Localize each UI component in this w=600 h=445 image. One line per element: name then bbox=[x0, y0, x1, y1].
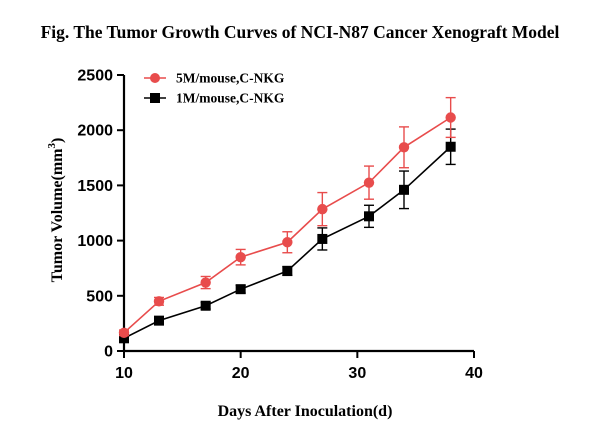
data-point bbox=[235, 284, 246, 295]
data-point bbox=[119, 333, 129, 344]
legend-label: 5M/mouse,C-NKG bbox=[176, 71, 285, 86]
y-tick-label: 2000 bbox=[77, 123, 113, 140]
data-point bbox=[398, 142, 410, 153]
data-point bbox=[317, 233, 328, 244]
data-point bbox=[364, 211, 374, 222]
data-point bbox=[200, 300, 211, 311]
data-point bbox=[154, 315, 164, 326]
data-point bbox=[445, 141, 456, 152]
data-point bbox=[282, 265, 293, 276]
data-point bbox=[445, 112, 456, 123]
x-tick-label: 30 bbox=[348, 365, 366, 382]
data-point bbox=[153, 296, 165, 307]
x-axis: 10 20 30 40 bbox=[115, 349, 483, 382]
y-axis: 0 500 1000 1500 2000 2500 bbox=[77, 68, 126, 361]
data-point bbox=[317, 203, 328, 215]
data-point bbox=[399, 184, 409, 195]
y-tick-label: 2500 bbox=[77, 68, 113, 85]
chart-title: Fig. The Tumor Growth Curves of NCI-N87 … bbox=[41, 22, 560, 42]
legend-label: 1M/mouse,C-NKG bbox=[176, 91, 285, 106]
data-point bbox=[118, 327, 130, 338]
y-tick-label: 1000 bbox=[77, 233, 113, 250]
y-tick-label: 1500 bbox=[77, 178, 113, 195]
legend-marker bbox=[150, 93, 160, 103]
data-point bbox=[200, 277, 211, 288]
legend-marker bbox=[150, 73, 160, 83]
y-tick-label: 500 bbox=[86, 288, 113, 305]
series-red bbox=[118, 96, 456, 338]
legend-item: 1M/mouse,C-NKG bbox=[144, 91, 285, 106]
plot-series bbox=[118, 96, 456, 344]
x-tick-label: 40 bbox=[465, 365, 483, 382]
legend-item: 5M/mouse,C-NKG bbox=[144, 71, 285, 86]
legend: 5M/mouse,C-NKG 1M/mouse,C-NKG bbox=[144, 71, 285, 106]
data-point bbox=[282, 237, 293, 248]
y-axis-label: Tumor Volume(mm3) bbox=[46, 138, 66, 283]
x-tick-label: 20 bbox=[232, 365, 250, 382]
x-tick-label: 10 bbox=[115, 365, 133, 382]
data-point bbox=[363, 177, 375, 188]
data-point bbox=[235, 251, 246, 263]
series-black bbox=[119, 128, 456, 344]
y-tick-label: 0 bbox=[104, 344, 113, 361]
x-axis-label: Days After Inoculation(d) bbox=[218, 403, 393, 420]
